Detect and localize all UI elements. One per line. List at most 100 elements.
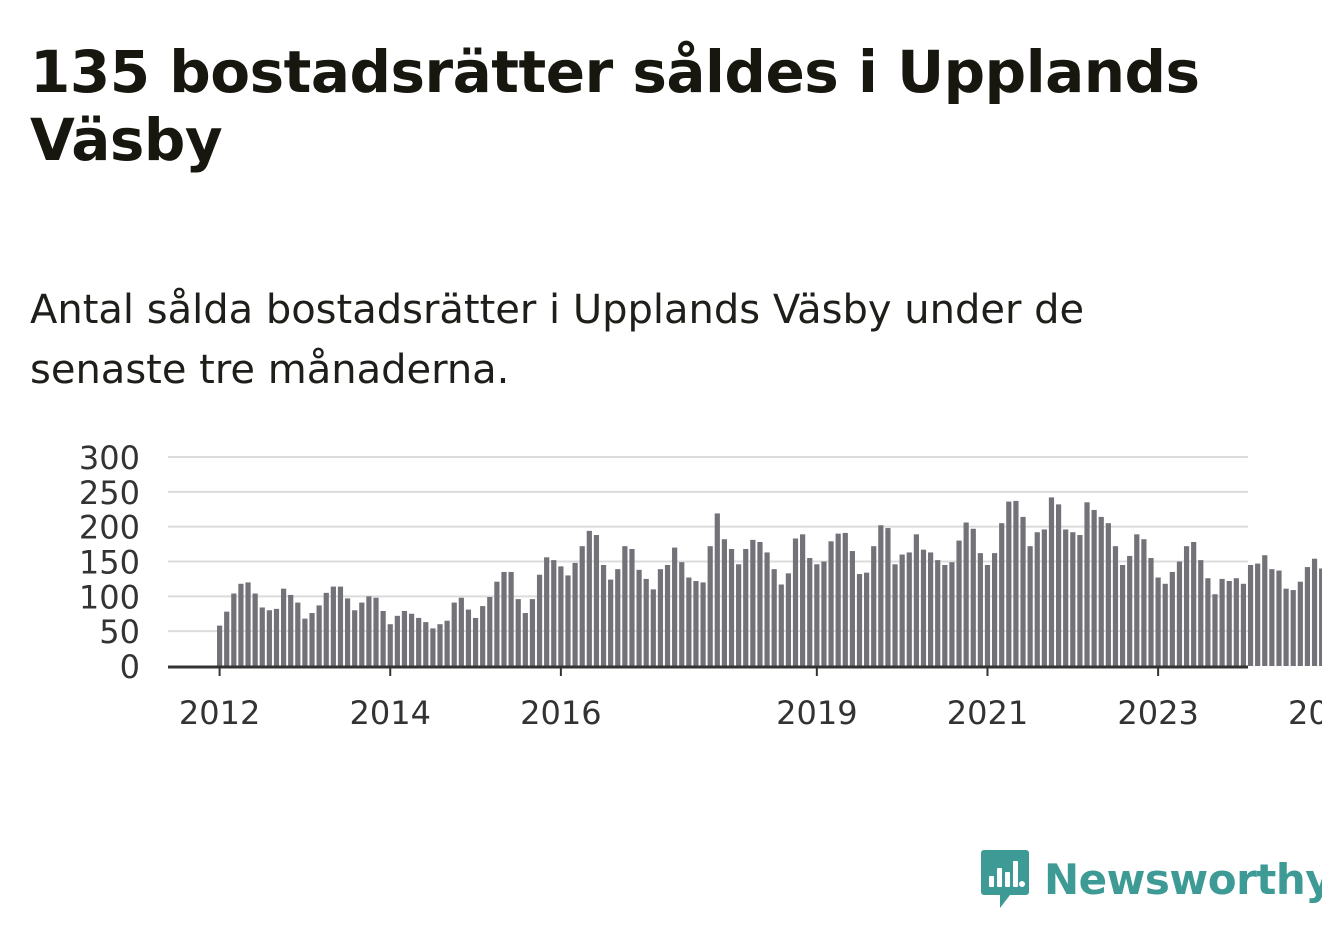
bar xyxy=(1219,578,1225,666)
bar xyxy=(622,546,628,666)
bar xyxy=(800,534,806,666)
bar xyxy=(1212,594,1218,666)
bar xyxy=(714,513,720,666)
bar xyxy=(472,617,479,666)
bar xyxy=(600,564,607,666)
bar xyxy=(1070,532,1076,666)
bar xyxy=(423,622,429,666)
bar xyxy=(522,613,528,666)
chart-subtitle: Antal sålda bostadsrätter i Upplands Väs… xyxy=(30,287,1085,393)
bar xyxy=(1034,532,1040,666)
bar xyxy=(764,552,770,666)
bar xyxy=(280,588,287,666)
bar xyxy=(394,615,400,666)
bar xyxy=(629,548,635,666)
bar xyxy=(1191,541,1197,666)
bar xyxy=(650,589,656,666)
y-tick-label: 200 xyxy=(79,509,140,547)
page-title: 135 bostadsrätter såldes i Upplands Väsb… xyxy=(30,38,1200,174)
bar xyxy=(615,569,621,666)
bar xyxy=(693,581,699,666)
newsworthy-logo: Newsworthy xyxy=(980,848,1322,910)
bar xyxy=(1148,558,1154,666)
bar xyxy=(892,564,898,666)
bar xyxy=(536,574,543,666)
x-axis-ticks: 2012 2014 2016 2019 2021 2023 2025 xyxy=(179,666,1322,732)
bar xyxy=(231,593,237,666)
bar xyxy=(664,564,671,666)
bar xyxy=(885,528,891,666)
bar xyxy=(1134,534,1140,666)
bar xyxy=(387,624,393,666)
bar xyxy=(529,599,536,666)
bar xyxy=(1127,555,1133,666)
bar xyxy=(508,571,514,666)
bar xyxy=(835,533,841,666)
bar xyxy=(487,597,493,666)
bar xyxy=(1276,570,1282,666)
bar xyxy=(1141,539,1147,666)
bar xyxy=(608,579,614,666)
bar xyxy=(316,605,322,666)
bar xyxy=(266,610,272,666)
bar xyxy=(928,552,934,666)
bar xyxy=(344,598,351,666)
bar xyxy=(1247,564,1254,666)
x-tick-label: 2019 xyxy=(776,694,857,732)
bar xyxy=(288,594,294,666)
bars xyxy=(217,497,1322,666)
bar xyxy=(323,592,329,666)
bar xyxy=(1055,504,1062,666)
bar xyxy=(437,624,443,666)
bar xyxy=(302,618,308,666)
bar xyxy=(1205,578,1211,666)
bar xyxy=(1226,581,1232,666)
bar xyxy=(871,546,877,666)
bar xyxy=(942,564,948,666)
bar xyxy=(586,530,592,666)
bar xyxy=(736,564,742,666)
bar xyxy=(913,534,919,666)
bar xyxy=(700,582,706,666)
bar xyxy=(1233,578,1239,666)
bar xyxy=(217,625,223,666)
y-tick-label: 150 xyxy=(79,544,140,582)
bar xyxy=(309,613,315,666)
bar xyxy=(572,562,578,666)
bar xyxy=(515,599,521,666)
bar xyxy=(416,617,422,666)
bar xyxy=(1198,560,1204,666)
x-tick-label: 2014 xyxy=(350,694,431,732)
bar xyxy=(1048,497,1055,666)
bar xyxy=(465,609,472,666)
bar xyxy=(1091,509,1097,666)
bar xyxy=(970,528,976,666)
bar xyxy=(1311,558,1318,666)
bar xyxy=(1105,523,1111,666)
bar xyxy=(1077,535,1083,666)
bar xyxy=(295,602,301,666)
bar xyxy=(792,538,799,666)
bar xyxy=(1063,529,1069,666)
bar xyxy=(785,573,791,666)
bar xyxy=(480,606,486,666)
bar xyxy=(1290,590,1296,666)
bar xyxy=(1262,555,1268,666)
bar xyxy=(1027,546,1033,666)
brand-name: Newsworthy xyxy=(1044,854,1322,904)
y-tick-label: 300 xyxy=(79,439,140,477)
bar xyxy=(501,571,507,666)
bar xyxy=(828,541,834,666)
bar xyxy=(544,557,550,666)
x-tick-label: 2023 xyxy=(1117,694,1198,732)
bar xyxy=(408,613,415,666)
bar xyxy=(636,569,642,666)
bar xyxy=(359,602,365,666)
bar xyxy=(1041,529,1047,666)
bar xyxy=(807,558,813,666)
x-tick-label: 2012 xyxy=(179,694,260,732)
bar xyxy=(750,539,756,666)
bar xyxy=(999,523,1005,666)
bar xyxy=(686,577,692,666)
